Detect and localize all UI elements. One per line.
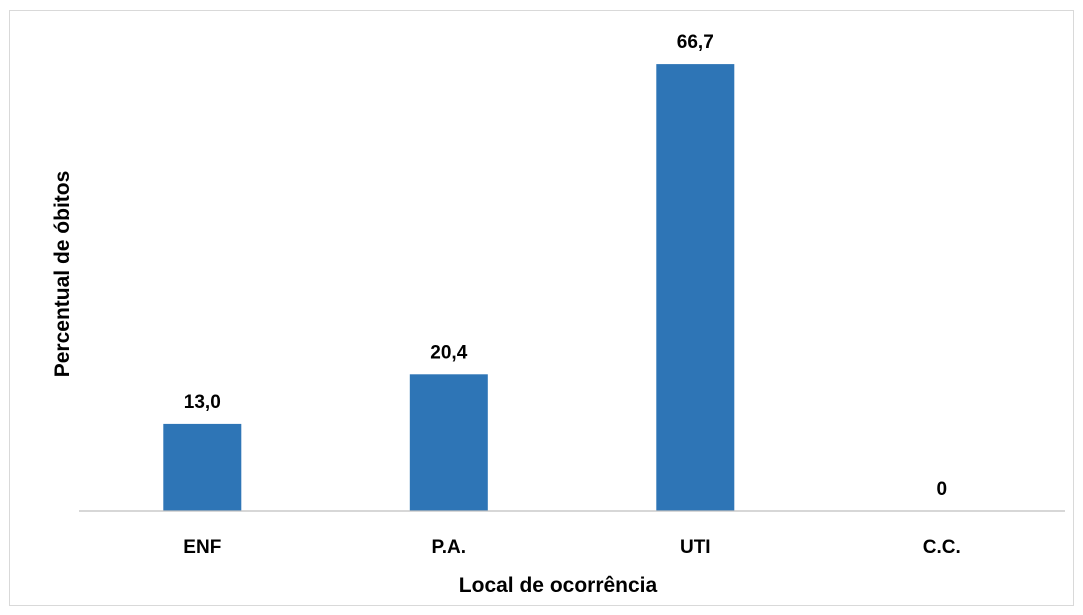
- category-label-enf: ENF: [183, 537, 221, 558]
- bar-enf: [163, 423, 242, 511]
- y-axis-title: Percentual de óbitos: [51, 171, 74, 378]
- category-label-cc: C.C.: [923, 537, 961, 558]
- bars-layer: [163, 64, 735, 511]
- data-label-uti: 66,7: [677, 32, 714, 53]
- data-label-enf: 13,0: [184, 392, 221, 413]
- data-label-cc: 0: [937, 479, 948, 500]
- x-axis-title: Local de ocorrência: [459, 574, 658, 597]
- category-label-uti: UTI: [680, 537, 711, 558]
- categories-layer: ENF P.A. UTI C.C.: [183, 537, 961, 558]
- bar-pa: [409, 374, 488, 511]
- labels-layer: 13,0 20,4 66,7 0: [184, 32, 947, 500]
- data-label-pa: 20,4: [430, 342, 467, 363]
- category-label-pa: P.A.: [432, 537, 467, 558]
- bar-uti: [656, 64, 735, 511]
